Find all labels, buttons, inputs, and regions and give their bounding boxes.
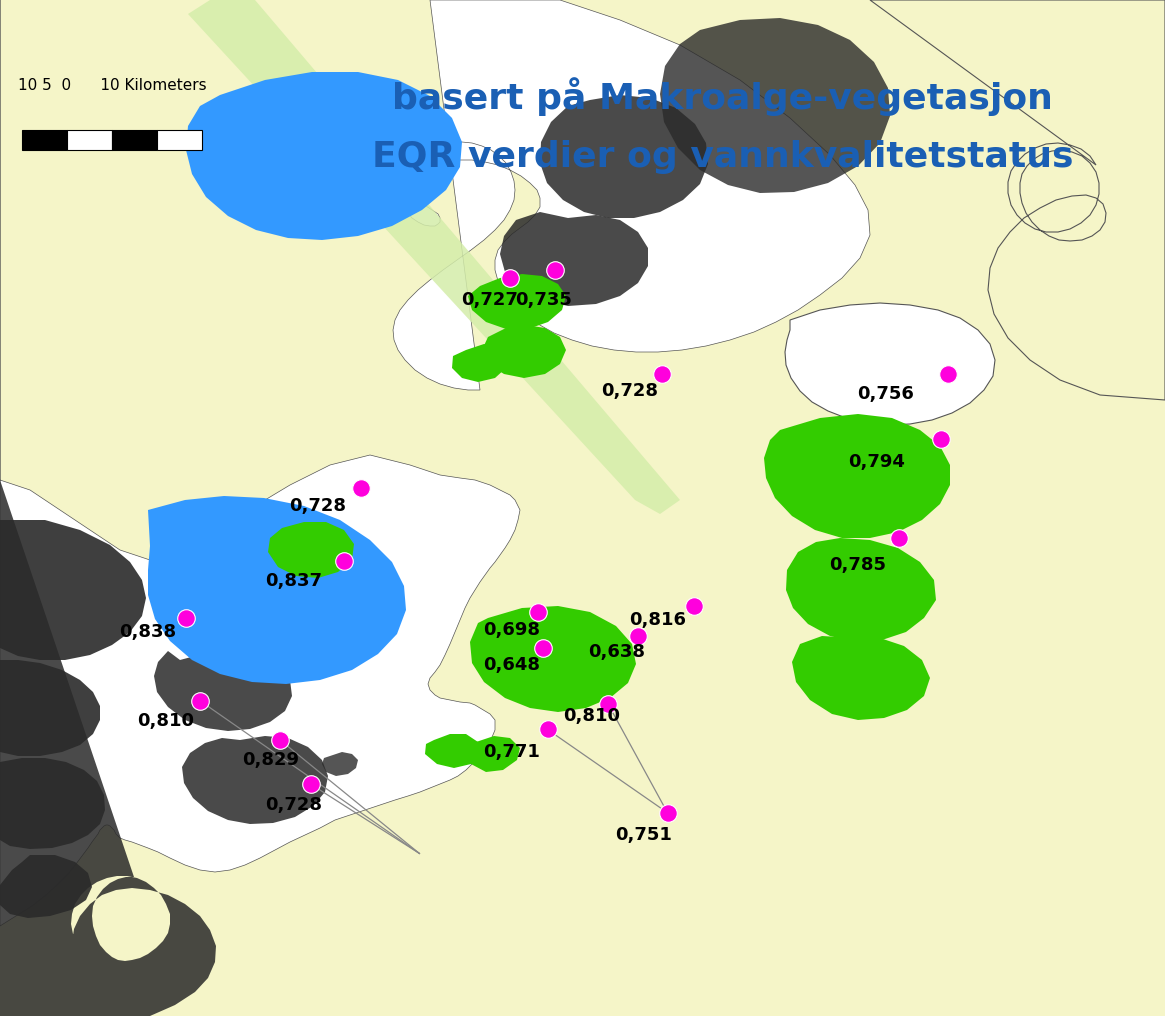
Point bbox=[534, 640, 552, 656]
Polygon shape bbox=[468, 736, 520, 772]
Polygon shape bbox=[469, 606, 636, 712]
Polygon shape bbox=[148, 496, 405, 684]
Text: 0,829: 0,829 bbox=[242, 751, 299, 769]
Text: 0,648: 0,648 bbox=[483, 656, 541, 675]
Text: 0,756: 0,756 bbox=[857, 385, 915, 403]
Point bbox=[302, 776, 320, 792]
Polygon shape bbox=[186, 72, 463, 240]
Polygon shape bbox=[0, 520, 146, 660]
Point bbox=[501, 270, 520, 287]
Bar bbox=[157, 130, 202, 150]
Polygon shape bbox=[541, 96, 708, 218]
Text: 0,638: 0,638 bbox=[588, 643, 645, 661]
Polygon shape bbox=[764, 414, 949, 538]
Polygon shape bbox=[870, 0, 1165, 400]
Polygon shape bbox=[154, 650, 292, 731]
Polygon shape bbox=[0, 480, 216, 1016]
Text: 0,810: 0,810 bbox=[137, 712, 195, 731]
Polygon shape bbox=[661, 18, 890, 193]
Polygon shape bbox=[0, 855, 92, 918]
Text: 0,728: 0,728 bbox=[601, 382, 658, 400]
Bar bbox=[112, 130, 157, 150]
Point bbox=[685, 597, 704, 614]
Polygon shape bbox=[182, 736, 329, 824]
Polygon shape bbox=[268, 522, 354, 578]
Polygon shape bbox=[425, 734, 481, 768]
Point bbox=[545, 262, 564, 278]
Point bbox=[270, 732, 289, 748]
Point bbox=[177, 610, 196, 626]
Point bbox=[939, 366, 958, 382]
Text: 0,837: 0,837 bbox=[266, 572, 323, 590]
Text: basert på Makroalge-vegetasjon: basert på Makroalge-vegetasjon bbox=[391, 77, 1053, 116]
Polygon shape bbox=[500, 212, 648, 306]
Polygon shape bbox=[0, 758, 105, 849]
Bar bbox=[68, 130, 112, 150]
Text: 0,698: 0,698 bbox=[483, 621, 541, 639]
Point bbox=[658, 805, 677, 821]
Text: 0,771: 0,771 bbox=[483, 743, 541, 761]
Text: 0,838: 0,838 bbox=[119, 623, 176, 641]
Text: 0,785: 0,785 bbox=[829, 556, 887, 574]
Text: 10 5  0      10 Kilometers: 10 5 0 10 Kilometers bbox=[17, 77, 206, 92]
Text: 0,794: 0,794 bbox=[848, 453, 905, 471]
Polygon shape bbox=[452, 344, 509, 382]
Polygon shape bbox=[468, 274, 566, 329]
Point bbox=[629, 628, 648, 644]
Point bbox=[538, 721, 557, 738]
Text: EQR verdier og vannkvalitetstatus: EQR verdier og vannkvalitetstatus bbox=[372, 140, 1073, 175]
Polygon shape bbox=[0, 0, 520, 926]
Point bbox=[599, 696, 617, 712]
Polygon shape bbox=[482, 325, 566, 378]
Polygon shape bbox=[188, 0, 680, 514]
Point bbox=[932, 431, 951, 447]
Text: 0,816: 0,816 bbox=[629, 611, 686, 629]
Point bbox=[652, 366, 671, 382]
Polygon shape bbox=[792, 636, 930, 720]
Point bbox=[334, 553, 353, 569]
Text: 0,727: 0,727 bbox=[461, 291, 518, 309]
Text: 0,728: 0,728 bbox=[289, 497, 346, 515]
Point bbox=[529, 604, 548, 620]
Polygon shape bbox=[786, 538, 935, 642]
Text: 0,735: 0,735 bbox=[515, 291, 572, 309]
Text: 0,810: 0,810 bbox=[563, 707, 620, 725]
Polygon shape bbox=[322, 752, 358, 776]
Bar bbox=[22, 130, 68, 150]
Point bbox=[352, 480, 370, 496]
Polygon shape bbox=[0, 660, 100, 756]
Point bbox=[191, 693, 210, 709]
Text: 0,728: 0,728 bbox=[266, 796, 323, 814]
Text: 0,751: 0,751 bbox=[615, 826, 672, 844]
Polygon shape bbox=[785, 303, 995, 425]
Polygon shape bbox=[393, 0, 870, 390]
Point bbox=[890, 530, 909, 547]
